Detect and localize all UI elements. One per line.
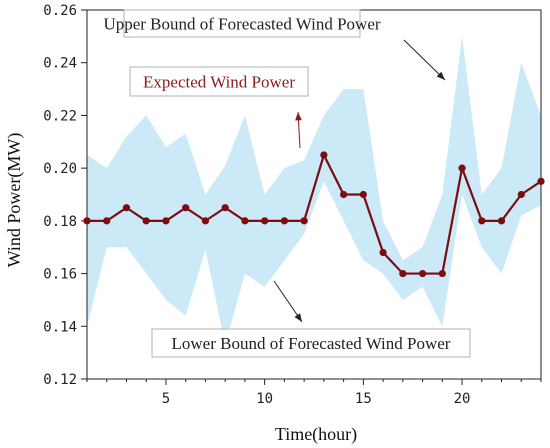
- expected-power-point: [162, 217, 170, 225]
- expected-power-point: [221, 204, 229, 212]
- annotation-label: Lower Bound of Forecasted Wind Power: [172, 334, 451, 353]
- expected-power-point: [241, 217, 249, 225]
- y-axis-title: Wind Power(MW): [4, 133, 25, 268]
- expected-power-point: [537, 177, 545, 185]
- annotation-label: Upper Bound of Forecasted Wind Power: [103, 15, 380, 34]
- expected-power-point: [359, 190, 367, 199]
- expected-power-point: [83, 217, 91, 225]
- x-tick-label: 15: [355, 391, 372, 407]
- expected-power-point: [418, 269, 427, 278]
- annotation-box: [129, 66, 309, 97]
- expected-power-point: [340, 190, 348, 199]
- x-tick-label: 5: [162, 391, 170, 407]
- annotation-layer: Upper Bound of Forecasted Wind Power Expe…: [103, 9, 471, 358]
- x-tick-label: 10: [256, 391, 273, 407]
- expected-power-point: [399, 269, 407, 278]
- annotation-label: Expected Wind Power: [143, 73, 295, 92]
- expected-power-point: [142, 217, 150, 225]
- annotation-arrow: [403, 39, 446, 81]
- y-tick-label: 0.24: [43, 56, 77, 72]
- y-tick-label: 0.18: [43, 214, 77, 230]
- expected-power-point: [458, 164, 466, 172]
- annotation-arrowhead: [436, 71, 445, 80]
- expected-power-point: [261, 217, 269, 225]
- expected-power-point: [379, 248, 387, 257]
- expected-power-point: [478, 217, 486, 225]
- expected-power-point: [300, 217, 308, 225]
- y-tick-label: 0.16: [43, 267, 77, 283]
- expected-power-point: [497, 217, 506, 225]
- expected-power-point: [517, 190, 525, 199]
- expected-power-point: [122, 204, 131, 212]
- expected-power-point: [201, 217, 210, 225]
- expected-power-point: [280, 217, 288, 225]
- y-tick-label: 0.22: [43, 108, 77, 124]
- expected-line-layer: [83, 151, 545, 278]
- annotation-box: [123, 9, 361, 38]
- annotation-arrowhead: [295, 112, 302, 121]
- y-tick-label: 0.20: [43, 161, 77, 177]
- y-tick-label: 0.26: [43, 3, 77, 19]
- annotation-box: [151, 328, 471, 358]
- annotation-arrowhead: [294, 313, 302, 322]
- expected-power-point: [103, 217, 111, 225]
- y-tick-label: 0.14: [43, 319, 77, 335]
- expected-power-point: [182, 204, 190, 212]
- expected-power-point: [320, 151, 328, 159]
- axes-layer: 0.12 0.14 0.16 0.18 0.20 0.22 0.24 0.26 5 10 15 20: [43, 3, 542, 407]
- x-axis-title: Time(hour): [275, 424, 357, 445]
- y-tick-label: 0.12: [43, 372, 77, 388]
- expected-power-point: [438, 269, 446, 278]
- x-tick-label: 20: [454, 391, 471, 407]
